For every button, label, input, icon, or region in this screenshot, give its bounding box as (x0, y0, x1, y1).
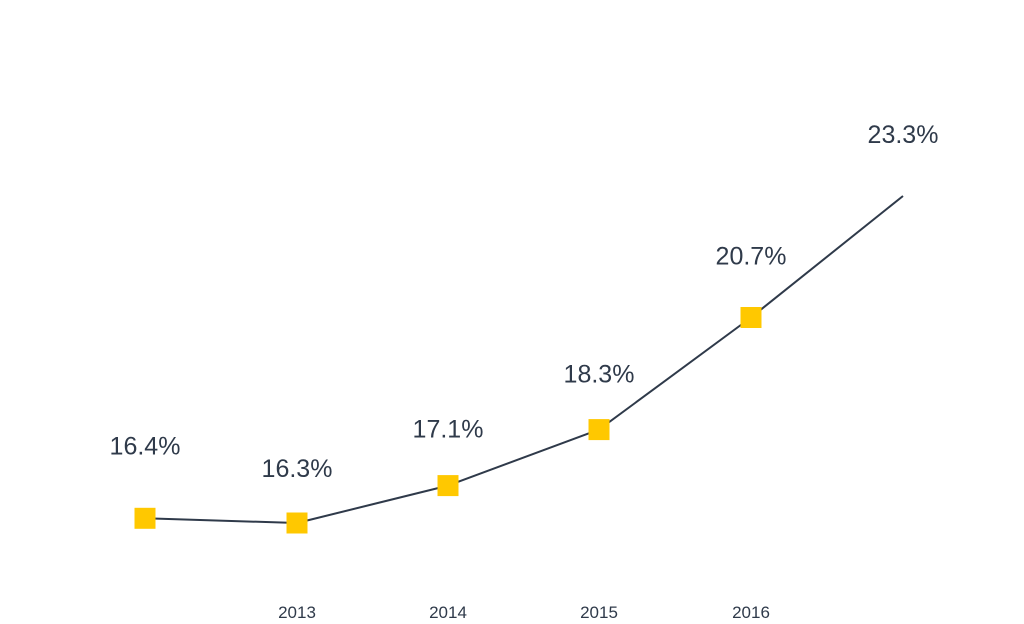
data-point-marker (437, 475, 459, 497)
marker-layer (134, 307, 762, 534)
series-line (144, 195, 904, 524)
data-label: 20.7% (716, 243, 787, 271)
x-tick-label: 2016 (732, 603, 770, 622)
data-point-marker (740, 307, 762, 328)
data-point-marker (134, 507, 156, 529)
data-label: 17.1% (413, 416, 484, 444)
data-label-layer: 16.4% 16.3% 17.1% 18.3% 20.7% 23.3% (110, 121, 939, 483)
data-label: 16.4% (110, 432, 181, 460)
x-tick-label: 2014 (429, 603, 467, 622)
x-tick-label: 2015 (580, 603, 618, 622)
data-point-marker (286, 512, 308, 534)
series-line-layer (144, 195, 904, 524)
x-tick-label: 2013 (278, 603, 316, 622)
data-point-marker (588, 419, 610, 441)
data-label: 16.3% (262, 455, 333, 483)
x-axis-tick-layer: 2013 2014 2015 2016 (278, 603, 770, 622)
data-label: 18.3% (564, 361, 635, 389)
data-label: 23.3% (868, 121, 939, 149)
